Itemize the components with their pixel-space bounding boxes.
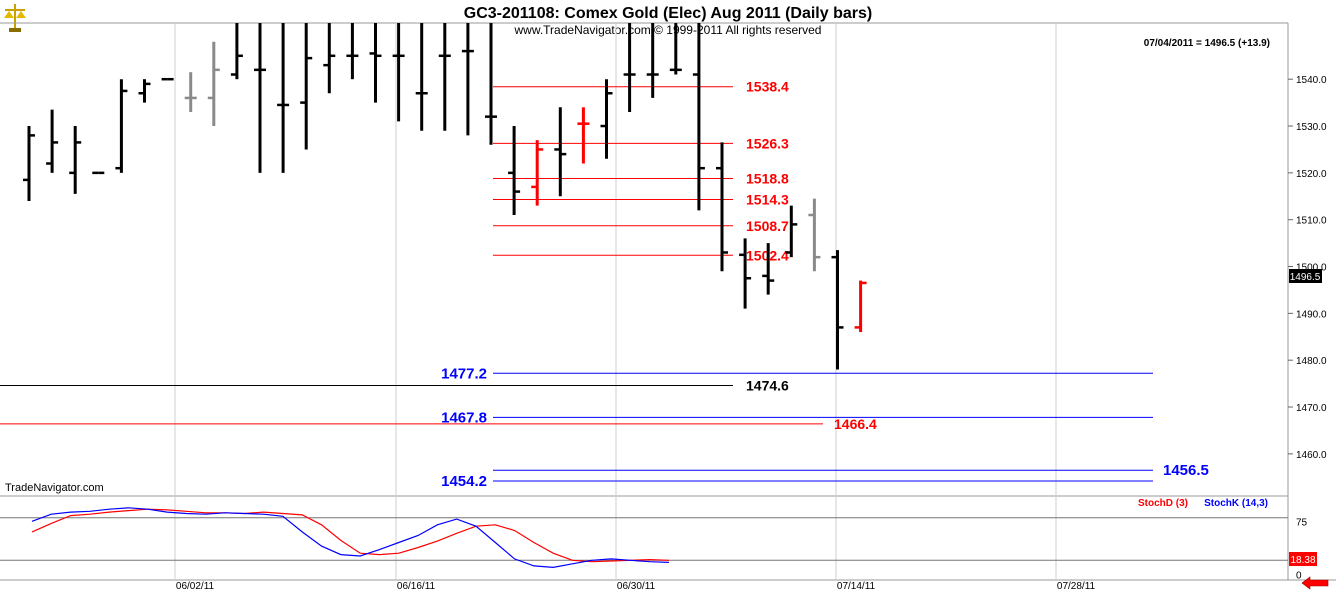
date-tick-label: 07/28/11 [1057, 581, 1096, 592]
ohlc-bar [669, 23, 682, 75]
price-tick-label: 1520.0 [1296, 169, 1327, 180]
date-tick-label: 06/02/11 [176, 581, 215, 592]
last-price-label: 1496.5 [1290, 272, 1321, 283]
brand-label: TradeNavigator.com [5, 482, 104, 494]
price-tick-label: 1490.0 [1296, 309, 1327, 320]
price-tick-label: 1480.0 [1296, 356, 1327, 367]
ohlc-bar [692, 23, 705, 211]
price-tick-label: 1470.0 [1296, 403, 1327, 414]
date-tick-label: 06/16/11 [397, 581, 436, 592]
level-label: 1456.5 [1163, 462, 1209, 479]
ohlc-bar [831, 250, 844, 370]
legend-stoch-d: StochD (3) [1138, 498, 1188, 509]
ohlc-bar [230, 23, 243, 80]
last-price-tag: 1496.5 [1289, 269, 1322, 283]
ohlc-bar [854, 280, 867, 333]
level-label: 1466.4 [834, 416, 877, 432]
stochastic-panel: 75 0 [0, 507, 1308, 581]
ohlc-bar [23, 126, 35, 201]
level-label: 1477.2 [441, 365, 487, 382]
chart-title: GC3-201108: Comex Gold (Elec) Aug 2011 (… [464, 5, 872, 22]
price-tick-label: 1540.0 [1296, 75, 1327, 86]
level-label: 1508.7 [746, 218, 789, 234]
level-label: 1454.2 [441, 473, 487, 490]
stoch-d-line [31, 508, 670, 563]
price-tick-label: 1530.0 [1296, 122, 1327, 133]
price-tick-label: 1500.0 [1296, 263, 1327, 274]
level-label: 1467.8 [441, 409, 487, 426]
legend-stoch-k: StochK (14,3) [1204, 498, 1268, 509]
stoch-tick-label: 75 [1296, 517, 1308, 528]
price-tick-label: 1460.0 [1296, 450, 1327, 461]
ohlc-bar [600, 79, 613, 159]
stoch-k-line [31, 507, 670, 569]
ohlc-bar [46, 109, 59, 173]
ohlc-bar [485, 23, 497, 145]
ohlc-bar [577, 107, 590, 164]
ohlc-bar [554, 107, 567, 197]
level-label: 1526.3 [746, 135, 789, 151]
price-tick-label: 1510.0 [1296, 216, 1327, 227]
ohlc-bar [346, 23, 359, 80]
left-arrow-icon[interactable] [1300, 576, 1330, 590]
ohlc-bar [438, 23, 451, 131]
stoch-value-tag: 18.38 [1289, 552, 1317, 566]
date-axis: 06/02/11 06/16/11 06/30/11 07/14/11 07/28/11 [176, 581, 1096, 592]
price-bars [23, 23, 867, 370]
ohlc-bar [254, 23, 266, 173]
ohlc-bar [739, 238, 752, 309]
stoch-tick-label: 0 [1296, 570, 1302, 581]
ohlc-bar [716, 142, 728, 272]
ohlc-bar [369, 23, 382, 103]
stoch-value-label: 18.38 [1290, 555, 1315, 566]
price-axis: 1460.0 1470.0 1480.0 1490.0 1500.0 1510.0 1520… [1288, 75, 1327, 461]
price-panel [0, 22, 1336, 581]
ohlc-bar [531, 140, 544, 206]
ohlc-bar [392, 23, 405, 122]
ohlc-bar [646, 23, 659, 98]
vertical-grid [174, 23, 1057, 580]
date-tick-label: 07/14/11 [837, 581, 876, 592]
ohlc-bar [415, 23, 428, 131]
last-quote: 07/04/2011 = 1496.5 (+13.9) [1144, 38, 1270, 49]
copyright-text: www.TradeNavigator.com © 1999-2011 All r… [514, 23, 822, 37]
ohlc-bar [508, 126, 521, 216]
price-levels: 1538.41526.31518.81514.31508.71502.41477… [0, 79, 1209, 490]
level-label: 1538.4 [746, 79, 789, 95]
ohlc-bar [184, 72, 197, 112]
ohlc-bar [300, 23, 313, 150]
level-label: 1474.6 [746, 377, 789, 393]
ohlc-bar [115, 79, 128, 173]
ohlc-bar [785, 205, 798, 258]
scales-icon [4, 4, 26, 32]
ohlc-bar [277, 23, 290, 173]
date-tick-label: 06/30/11 [617, 581, 656, 592]
ohlc-bar [207, 41, 220, 127]
level-label: 1514.3 [746, 192, 789, 208]
ohlc-bar [323, 23, 336, 94]
ohlc-bar [69, 126, 82, 194]
ohlc-bar [138, 79, 151, 103]
ohlc-bar [762, 243, 775, 295]
ohlc-bar [461, 23, 474, 136]
level-label: 1518.8 [746, 170, 789, 186]
ohlc-bar [623, 23, 636, 112]
ohlc-bar [808, 198, 821, 272]
